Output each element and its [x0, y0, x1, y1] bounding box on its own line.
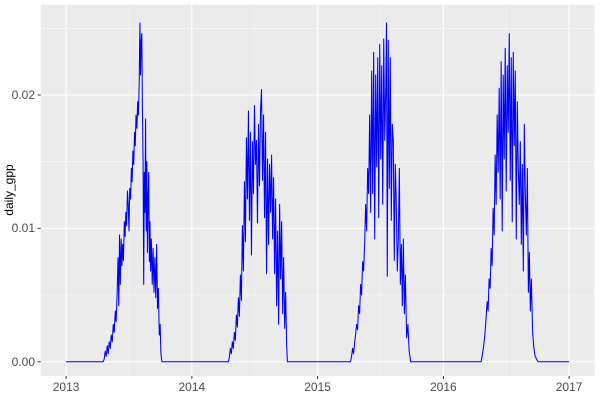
y-tick-label: 0.02	[11, 87, 35, 102]
gpp-line	[66, 22, 570, 363]
x-tick-label: 2013	[52, 380, 80, 394]
y-tick-label: 0.01	[11, 221, 35, 236]
y-axis-title: daily_gpp	[2, 164, 16, 216]
x-tick-label: 2017	[555, 380, 583, 394]
x-tick-label: 2015	[304, 380, 331, 394]
x-tick-label: 2016	[429, 380, 457, 394]
x-tick-label: 2014	[178, 380, 206, 394]
y-tick-label: 0.00	[11, 354, 35, 369]
